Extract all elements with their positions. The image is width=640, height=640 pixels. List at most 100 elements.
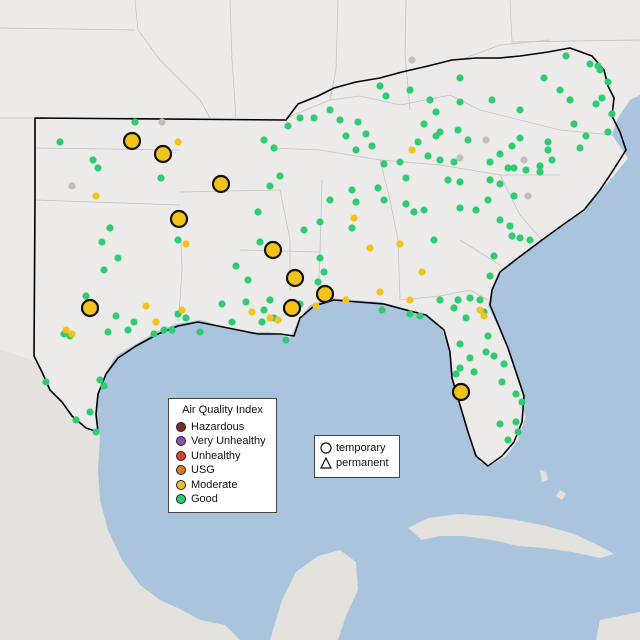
good-station-marker [314,278,322,286]
good-station-marker [354,118,362,126]
good-station-marker [570,120,578,128]
good-station-marker [282,336,290,344]
good-station-marker [300,226,308,234]
good-station-marker [484,196,492,204]
cuba-land [408,514,614,558]
circle-icon [320,442,332,454]
moderate-station-marker [174,138,182,146]
good-station-marker [100,382,108,390]
good-station-marker [586,60,594,68]
good-station-marker [94,164,102,172]
good-station-marker [420,120,428,128]
good-station-marker [244,276,252,284]
good-station-marker [342,132,350,140]
moderate-station-marker [408,146,416,154]
moderate-temporary-site-marker [285,268,305,288]
temporary-label: temporary [336,442,386,454]
moderate-temporary-site-marker [122,131,142,151]
good-station-marker [410,208,418,216]
good-station-marker [104,328,112,336]
good-station-marker [508,142,516,150]
moderate-station-marker [248,308,256,316]
good-station-marker [131,118,139,126]
legend-item-hazardous: Hazardous [176,420,269,435]
good-station-marker [500,360,508,368]
good-station-marker [260,306,268,314]
good-station-marker [130,318,138,326]
good-station-marker [380,196,388,204]
moderate-temporary-site-marker [169,209,189,229]
good-station-marker [598,94,606,102]
moderate-station-marker [396,240,404,248]
good-station-marker [376,82,384,90]
good-station-marker [157,174,165,182]
good-station-marker [414,138,422,146]
good-station-marker [72,416,80,424]
legend-item-very-unhealthy: Very Unhealthy [176,434,269,449]
good-station-marker [348,186,356,194]
good-station-marker [526,236,534,244]
good-station-marker [336,116,344,124]
good-station-marker [182,314,190,322]
good-station-marker [544,138,552,146]
moderate-station-marker [274,316,282,324]
good-station-marker [82,292,90,300]
good-station-marker [540,74,548,82]
good-station-marker [196,328,204,336]
legend-title: Air Quality Index [182,404,263,416]
moderate-swatch [176,479,186,490]
good-station-marker [452,370,460,378]
good-station-marker [436,296,444,304]
moderate-station-marker [366,244,374,252]
good-station-marker [406,310,414,318]
good-station-marker [456,204,464,212]
good-station-marker [608,110,616,118]
good-station-marker [462,314,470,322]
very-unhealthy-swatch [176,436,186,447]
good-station-marker [504,436,512,444]
good-station-marker [536,162,544,170]
moderate-station-marker [350,214,358,222]
good-station-marker [456,178,464,186]
moderate-station-marker [266,314,274,322]
good-station-marker [470,368,478,376]
good-station-marker [254,208,262,216]
good-station-marker [486,158,494,166]
legend-item-unhealthy: Unhealthy [176,449,269,464]
moderate-temporary-site-marker [282,298,302,318]
no-data-station-marker [524,192,532,200]
good-swatch [176,494,186,505]
good-station-marker [514,428,522,436]
good-station-marker [548,156,556,164]
good-station-marker [604,78,612,86]
good-station-marker [256,238,264,246]
good-station-marker [582,132,590,140]
legend-item-permanent: permanent [320,456,394,471]
good-station-marker [444,176,452,184]
good-station-marker [374,184,382,192]
good-station-marker [260,136,268,144]
legend-item-temporary: temporary [320,441,394,456]
legend-item-usg: USG [176,463,269,478]
region-outline [33,47,627,467]
good-station-marker [456,98,464,106]
no-data-station-marker [482,136,490,144]
good-station-marker [516,234,524,242]
moderate-station-marker [312,302,320,310]
islands [540,470,640,640]
good-station-marker [604,128,612,136]
good-station-marker [450,158,458,166]
good-station-marker [326,106,334,114]
good-station-marker [228,318,236,326]
legend-label: Hazardous [191,420,245,433]
moderate-station-marker [480,312,488,320]
aqi-legend: Air Quality Index Hazardous Very Unhealt… [168,398,277,513]
good-station-marker [266,296,274,304]
no-data-station-marker [68,182,76,190]
good-station-marker [456,364,464,372]
good-station-marker [258,318,266,326]
good-station-marker [482,348,490,356]
us-land [0,0,640,466]
good-station-marker [436,128,444,136]
